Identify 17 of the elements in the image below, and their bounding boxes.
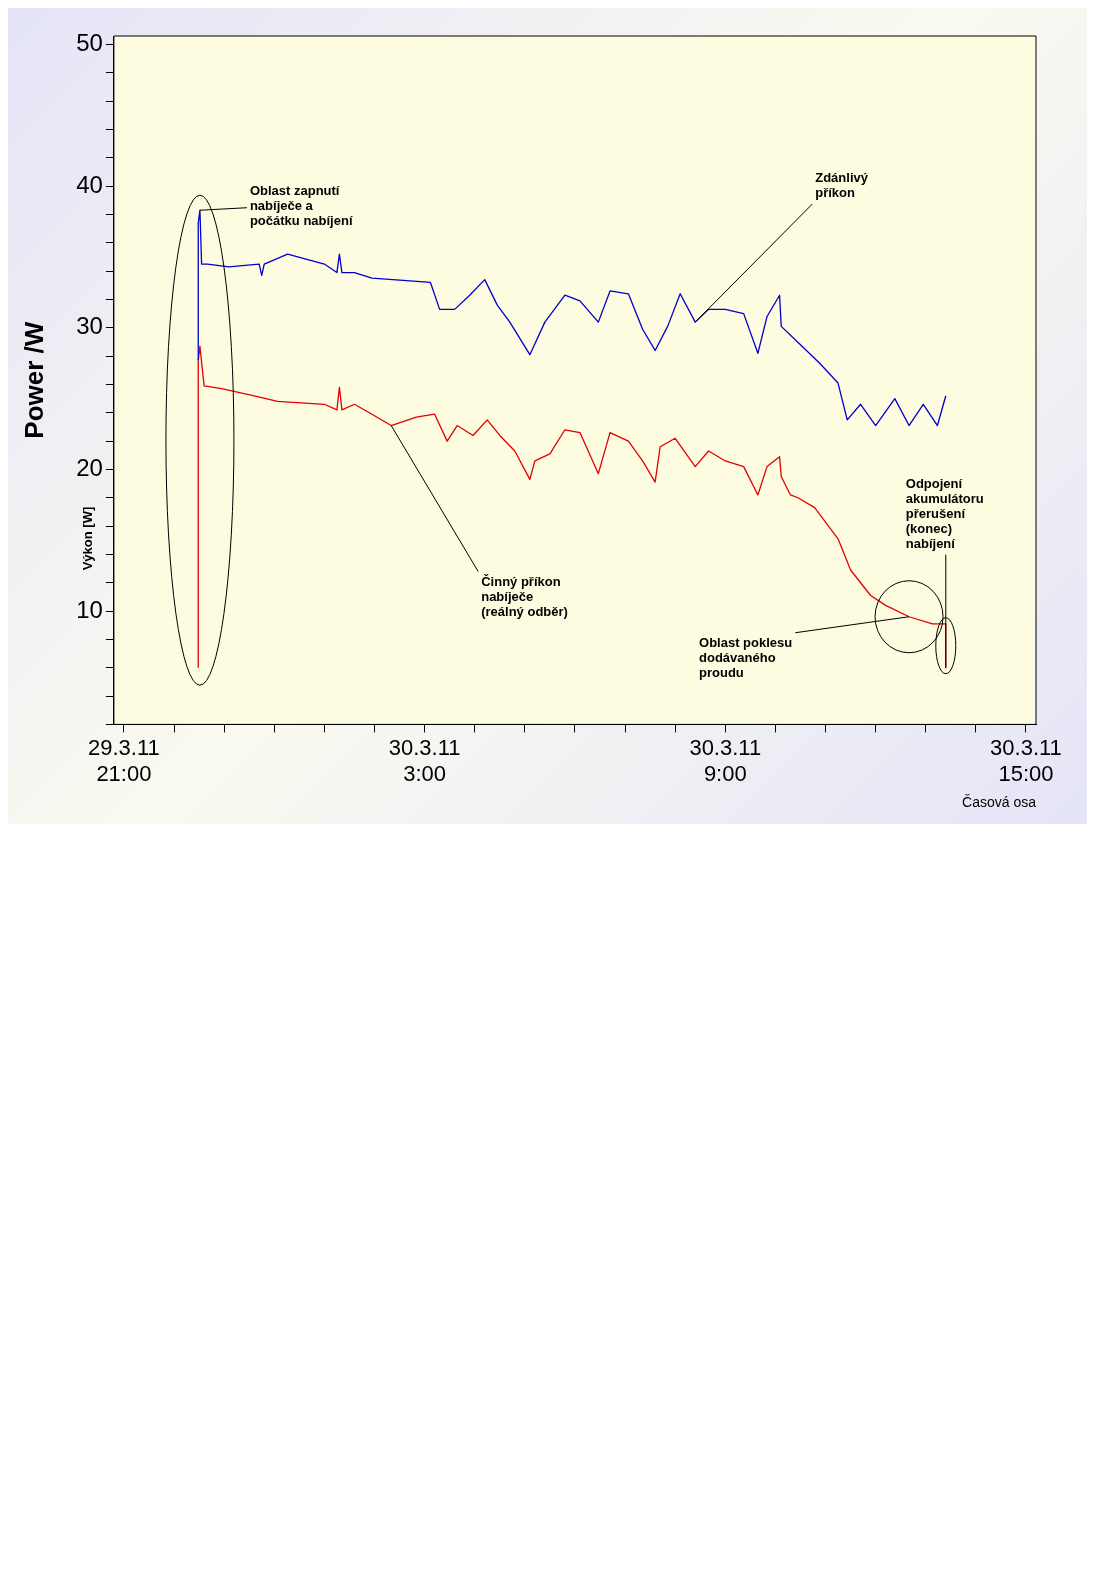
annotation: Oblast zapnutí nabíječe a počátku nabíjení (249, 183, 353, 229)
annotation: Činný příkon nabíječe (reálný odběr) (481, 573, 568, 619)
y-tick-label: 50 (76, 29, 103, 57)
x-tick-label: 30.3.11 15:00 (990, 734, 1062, 787)
y-tick-label: 40 (76, 170, 103, 198)
x-tick-label: 30.3.11 9:00 (689, 734, 762, 787)
annotation: Odpojení akumulátoru přerušení (konec) nabíjení (905, 475, 984, 551)
y-axis-title: Power /W (18, 321, 49, 439)
annotation: Oblast poklesu dodávaného proudu (699, 634, 793, 680)
y-tick-label: 10 (76, 595, 103, 623)
x-tick-label: 30.3.11 3:00 (388, 734, 461, 787)
x-tick-label: 29.3.11 21:00 (88, 734, 160, 787)
y-tick-label: 30 (76, 312, 103, 340)
x-axis-title: Časová osa (962, 794, 1037, 811)
annotation: Zdánlivý příkon (815, 170, 869, 201)
text: Výkon [W] (80, 506, 96, 571)
y-tick-label: 20 (76, 454, 103, 482)
